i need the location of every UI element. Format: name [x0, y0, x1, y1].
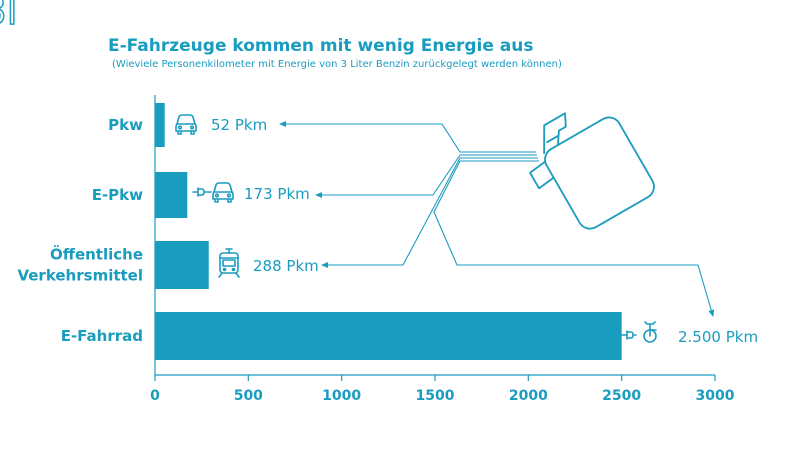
- fuel-canister-label: 3l: [0, 0, 17, 33]
- x-tick-label: 2500: [602, 388, 641, 404]
- x-tick-label: 1000: [322, 388, 361, 404]
- x-tick-label: 1500: [416, 388, 455, 404]
- value-label: 173 Pkm: [244, 185, 310, 203]
- connector-to-pkw: [279, 121, 536, 153]
- connector-to-e-fahrrad: [433, 160, 715, 317]
- x-tick-label: 500: [234, 388, 263, 404]
- x-tick-label: 2000: [509, 388, 548, 404]
- connector-to-oepnv: [321, 157, 538, 268]
- connector-to-e-pkw: [315, 154, 537, 198]
- category-label: E-Pkw: [92, 186, 143, 204]
- electric-car-icon: [212, 182, 234, 203]
- bar: [155, 312, 622, 360]
- value-label: 288 Pkm: [253, 257, 319, 275]
- plug-icon: [192, 187, 212, 197]
- value-label: 52 Pkm: [211, 116, 267, 134]
- category-label: Öffentliche: [50, 245, 143, 264]
- bar: [155, 241, 209, 289]
- car-icon: [175, 114, 197, 135]
- bar: [155, 172, 188, 218]
- category-label: E-Fahrrad: [61, 327, 143, 345]
- electric-bike-icon: [621, 321, 657, 343]
- category-label: Pkw: [108, 116, 143, 134]
- value-label: 2.500 Pkm: [678, 328, 758, 346]
- x-tick-label: 3000: [696, 388, 735, 404]
- x-tick-label: 0: [150, 388, 160, 404]
- category-label: Verkehrsmittel: [17, 267, 143, 285]
- fuel-canister-icon: [529, 112, 655, 230]
- chart-subtitle: (Wieviele Personenkilometer mit Energie …: [112, 59, 562, 70]
- chart-title: E-Fahrzeuge kommen mit wenig Energie aus: [108, 36, 534, 56]
- bar: [155, 103, 165, 147]
- tram-icon: [218, 248, 240, 278]
